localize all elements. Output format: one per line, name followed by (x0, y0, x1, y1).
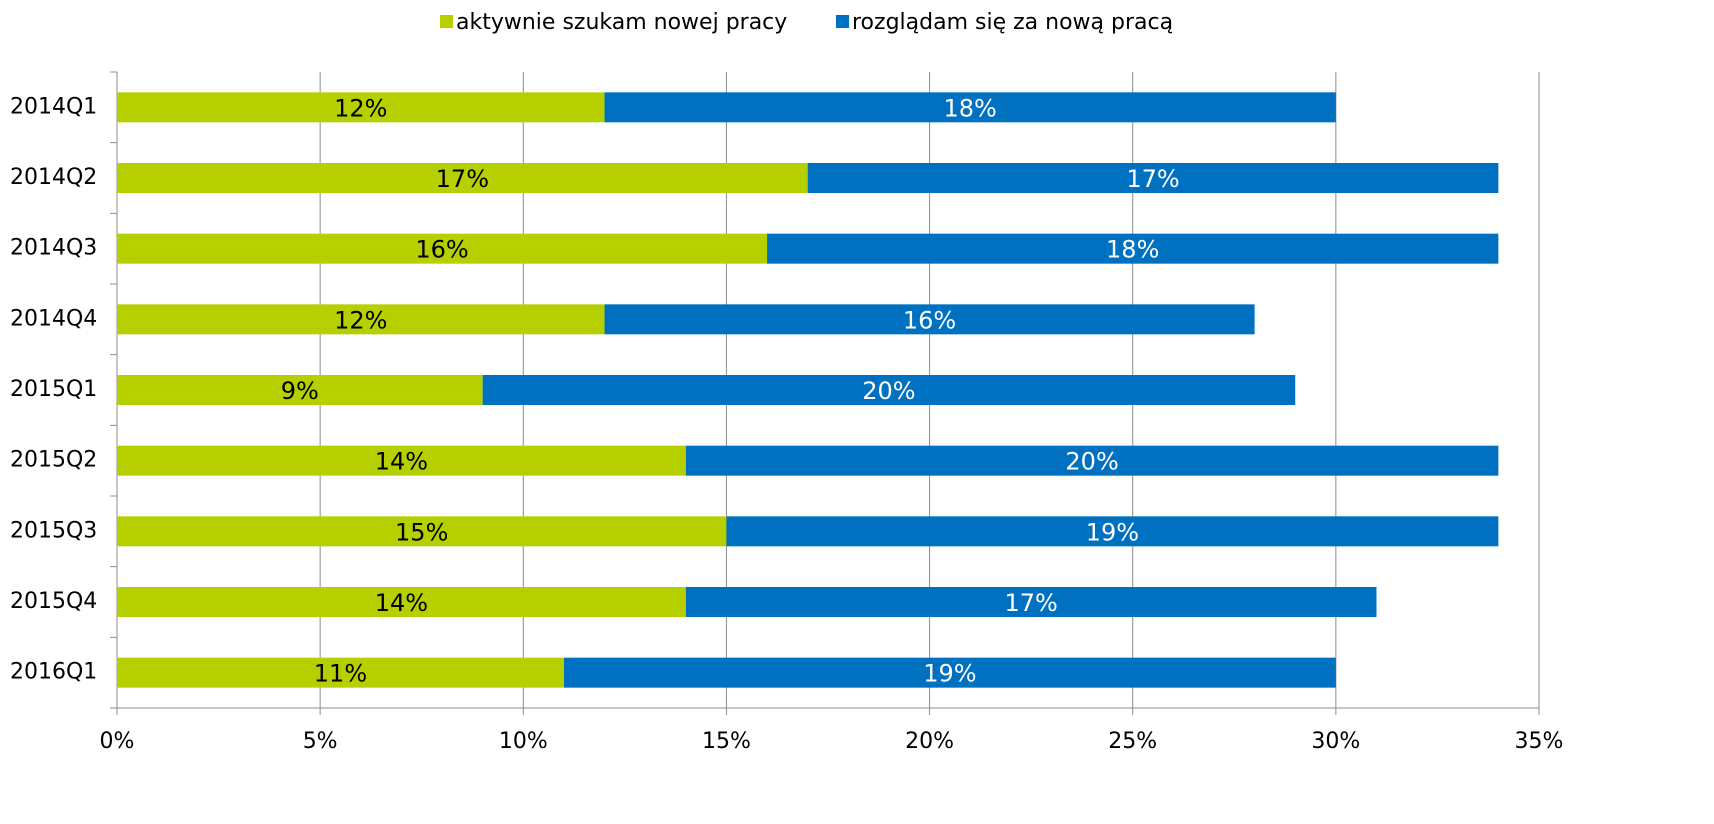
y-tick-label: 2014Q4 (10, 306, 97, 331)
bar-segment (726, 516, 1499, 547)
data-label: 16% (415, 236, 468, 264)
legend-swatch (836, 15, 849, 28)
data-label: 18% (944, 94, 997, 122)
data-label: 11% (314, 660, 367, 688)
bar-segment (482, 375, 1296, 405)
bar-segment (563, 657, 1336, 688)
x-tick-label: 35% (1515, 729, 1564, 754)
data-label: 18% (1106, 236, 1159, 264)
bar-segment (117, 657, 564, 688)
legend-label: aktywnie szukam nowej pracy (456, 10, 787, 35)
bar-segment (767, 233, 1499, 264)
data-label: 17% (1126, 165, 1179, 193)
legend-label: rozglądam się za nową pracą (852, 10, 1173, 35)
y-tick-label: 2016Q1 (10, 660, 97, 685)
data-label: 14% (375, 448, 428, 476)
bar-segment (117, 163, 808, 193)
bar-segment (117, 516, 727, 547)
data-label: 12% (334, 306, 387, 334)
y-tick-label: 2015Q2 (10, 448, 97, 473)
data-label: 12% (334, 94, 387, 122)
y-tick-label: 2015Q1 (10, 377, 97, 402)
bar-segment (604, 92, 1336, 123)
x-tick-label: 15% (702, 729, 751, 754)
data-label: 16% (903, 306, 956, 334)
y-tick-label: 2015Q4 (10, 589, 97, 614)
x-tick-label: 20% (905, 729, 954, 754)
data-label: 17% (436, 165, 489, 193)
bar-segment (685, 587, 1377, 617)
data-label: 15% (395, 518, 448, 546)
data-label: 19% (1086, 518, 1139, 546)
y-tick-label: 2014Q2 (10, 165, 97, 190)
bar-segment (117, 304, 605, 335)
legend-swatch (440, 15, 453, 28)
data-label: 9% (281, 377, 319, 405)
bar-segment (117, 375, 483, 405)
data-label: 20% (862, 377, 915, 405)
x-tick-label: 10% (499, 729, 548, 754)
bar-segment (117, 92, 605, 123)
data-label: 20% (1065, 448, 1118, 476)
y-tick-label: 2014Q3 (10, 236, 97, 261)
bar-segment (685, 445, 1499, 476)
data-label: 19% (923, 660, 976, 688)
y-tick-label: 2015Q3 (10, 518, 97, 543)
bar-segment (807, 163, 1499, 193)
x-tick-label: 25% (1108, 729, 1157, 754)
data-label: 17% (1004, 589, 1057, 617)
y-tick-label: 2014Q1 (10, 94, 97, 119)
bar-segment (117, 445, 686, 476)
x-tick-label: 5% (303, 729, 338, 754)
bar-segment (117, 587, 686, 617)
x-tick-label: 30% (1311, 729, 1360, 754)
bar-segment (604, 304, 1255, 335)
data-label: 14% (375, 589, 428, 617)
x-tick-label: 0% (100, 729, 135, 754)
bar-segment (117, 233, 768, 264)
